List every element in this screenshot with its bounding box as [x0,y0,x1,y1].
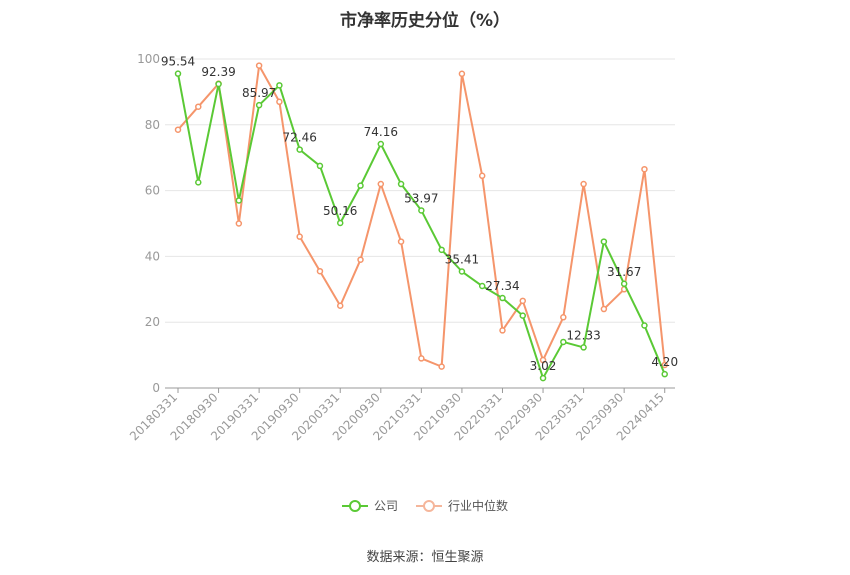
data-point [499,294,506,302]
data-point [539,356,547,364]
data-point [499,327,506,334]
data-point [580,180,587,188]
data-point [438,363,445,370]
y-tick-label: 20 [145,315,160,329]
series-industry-median [174,62,668,370]
data-point [397,238,405,245]
line-chart: 0 20 40 60 80 100 201803312018093020190331201… [127,52,678,443]
y-tick-label: 0 [152,381,160,395]
gridlines [165,58,675,323]
legend-label-company: 公司 [373,499,398,513]
data-point [458,268,466,275]
data-label: 50.16 [323,204,357,218]
data-point [296,233,303,240]
data-point [316,162,324,170]
data-point [296,146,303,153]
x-axis [165,387,675,393]
y-tick-label: 100 [137,52,160,66]
data-label: 31.67 [607,265,641,279]
data-label: 3.02 [530,359,557,373]
data-point [215,80,222,88]
y-tick-label: 80 [145,118,160,132]
data-point [174,126,182,133]
y-tick-label: 40 [145,249,160,263]
data-point [458,70,466,78]
data-point [276,98,283,106]
data-point [519,297,527,305]
data-label: 74.16 [364,125,398,139]
data-point [600,305,608,313]
data-point [235,197,243,204]
data-point [397,180,405,188]
y-axis: 0 20 40 60 80 100 [137,52,160,395]
data-point [418,207,425,214]
data-point [519,312,527,319]
data-point [641,165,648,173]
data-point [235,220,243,227]
series-layer [174,62,668,382]
data-label: 53.97 [404,191,438,205]
chart-title: 市净率历史分位（%） [339,11,511,31]
data-point [195,103,202,110]
data-label: 85.97 [242,86,276,100]
data-point [357,256,364,263]
series-company [174,70,668,382]
data-point [600,238,608,245]
data-point [478,172,486,180]
data-point [316,267,324,275]
legend-swatch-company [341,499,368,513]
data-point [641,322,648,329]
data-label: 92.39 [201,65,235,79]
data-label: 27.34 [485,279,519,293]
source-note: 数据来源：恒生聚源 [366,550,484,565]
data-labels: 95.54 92.39 85.97 72.46 50.16 74.16 53.97 35.41… [161,55,678,373]
data-point [438,246,445,254]
y-tick-label: 60 [145,184,160,198]
legend-item-company[interactable]: 公司 [341,497,398,514]
data-point [377,140,385,148]
legend-item-industry-median[interactable]: 行业中位数 [416,497,508,514]
data-point [357,182,364,189]
data-point [195,179,202,186]
data-label: 35.41 [445,253,479,267]
data-point [620,280,628,288]
data-point [478,282,486,290]
data-point [560,338,567,346]
data-point [336,219,344,227]
data-point [276,82,283,89]
data-point [377,180,385,188]
series-line [177,64,666,368]
data-point [418,355,425,362]
data-label: 12.33 [566,328,600,342]
data-point [255,62,263,69]
data-point [255,101,263,109]
x-tick-labels: 2018033120180930201903312019093020200331… [127,390,667,443]
data-label: 4.20 [651,355,678,369]
legend: 公司 行业中位数 [0,497,850,514]
data-point [661,361,668,369]
data-point [174,70,182,77]
legend-swatch-industry-median [416,499,442,513]
data-point [661,370,668,378]
data-label: 95.54 [161,55,195,69]
data-point [560,314,567,321]
legend-label-industry-median: 行业中位数 [448,499,509,513]
data-label: 72.46 [283,131,317,145]
data-point [580,344,587,351]
data-point [336,302,344,309]
data-point [539,374,547,382]
